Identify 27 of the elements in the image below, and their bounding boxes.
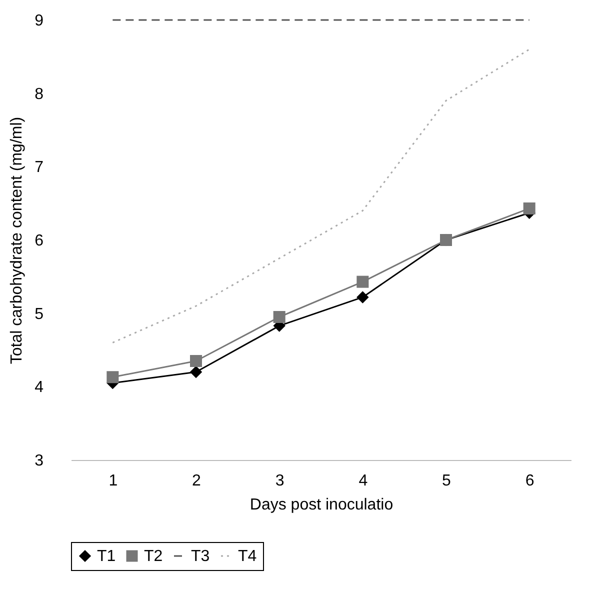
y-tick-label: 6 xyxy=(34,232,44,250)
x-tick-label: 2 xyxy=(192,472,202,490)
point xyxy=(190,366,202,378)
legend-label: T1 xyxy=(97,548,116,565)
x-tick-label: 3 xyxy=(275,472,284,490)
x-axis-title: Days post inoculatio xyxy=(250,496,394,514)
point xyxy=(523,202,536,214)
y-tick-label: 7 xyxy=(34,159,44,176)
point xyxy=(356,291,369,304)
y-tick-label: 5 xyxy=(34,306,44,323)
y-tick-label: 8 xyxy=(34,86,44,103)
point xyxy=(106,371,119,384)
y-axis-title: Total carbohydrate content (mg/ml) xyxy=(8,116,26,364)
point xyxy=(273,310,286,324)
legend-label: T3 xyxy=(191,548,210,565)
y-tick-label: 9 xyxy=(34,12,44,30)
y-tick-label: 4 xyxy=(34,379,44,396)
x-tick-label: 5 xyxy=(442,472,452,490)
x-tick-label: 6 xyxy=(525,472,534,490)
y-tick-label: 3 xyxy=(34,452,44,470)
point xyxy=(190,354,202,368)
legend-label: T2 xyxy=(144,548,163,565)
legend-label: T4 xyxy=(238,548,257,565)
x-tick-label: 1 xyxy=(108,472,118,490)
line-series xyxy=(112,48,530,344)
x-tick-label: 4 xyxy=(358,472,368,490)
point xyxy=(356,276,369,288)
